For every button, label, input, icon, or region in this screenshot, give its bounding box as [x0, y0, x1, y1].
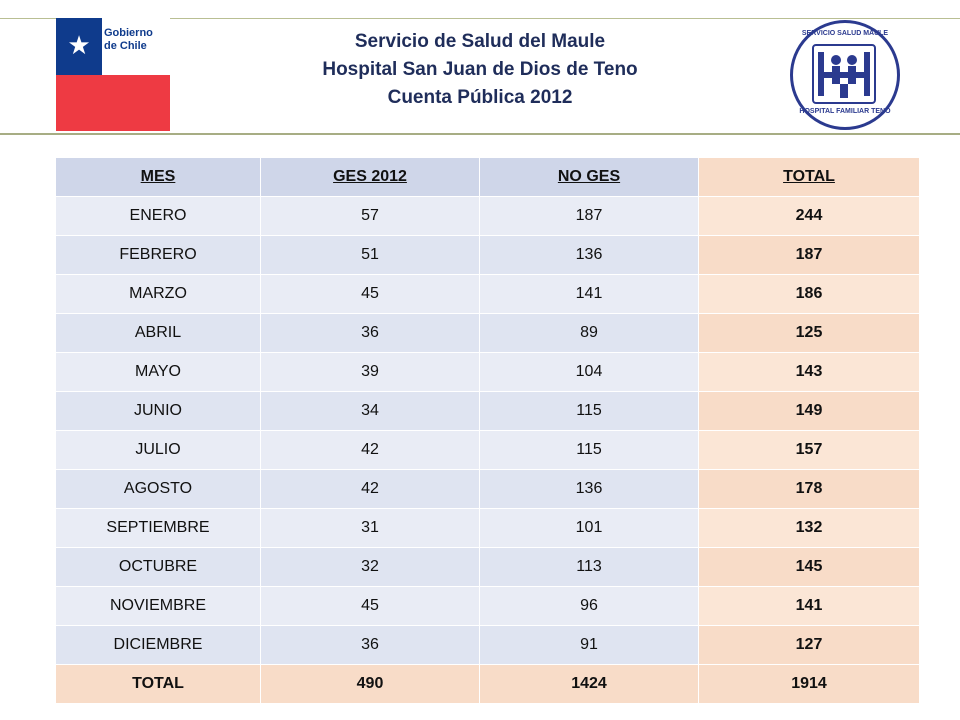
cell-total: 149	[699, 392, 920, 431]
cell-total: 127	[699, 626, 920, 665]
total-no-ges: 1424	[480, 665, 699, 704]
table-row: SEPTIEMBRE 31 101 132	[56, 509, 920, 548]
cell-mes: OCTUBRE	[56, 548, 261, 587]
header-band	[0, 18, 960, 135]
table-row: FEBRERO 51 136 187	[56, 236, 920, 275]
family-icon	[812, 44, 876, 104]
data-table: MES GES 2012 NO GES TOTAL ENERO 57 187 2…	[56, 158, 920, 704]
title-line-3: Cuenta Pública 2012	[387, 87, 573, 108]
cell-mes: FEBRERO	[56, 236, 261, 275]
title-line-1: Servicio de Salud del Maule	[354, 31, 606, 52]
cell-total: 187	[699, 236, 920, 275]
cell-no-ges: 89	[480, 314, 699, 353]
cell-no-ges: 187	[480, 197, 699, 236]
hospital-seal-logo: SERVICIO SALUD MAULE HOSPITAL FAMILIAR T…	[790, 20, 900, 130]
table-row: ABRIL 36 89 125	[56, 314, 920, 353]
page-title: Servicio de Salud del Maule Hospital San…	[230, 28, 730, 112]
cell-ges: 36	[261, 314, 480, 353]
cell-mes: JULIO	[56, 431, 261, 470]
table-row: ENERO 57 187 244	[56, 197, 920, 236]
total-total: 1914	[699, 665, 920, 704]
cell-mes: DICIEMBRE	[56, 626, 261, 665]
table-row: AGOSTO 42 136 178	[56, 470, 920, 509]
table-row: NOVIEMBRE 45 96 141	[56, 587, 920, 626]
cell-total: 178	[699, 470, 920, 509]
cell-ges: 36	[261, 626, 480, 665]
cell-total: 145	[699, 548, 920, 587]
table-row: JUNIO 34 115 149	[56, 392, 920, 431]
cell-ges: 51	[261, 236, 480, 275]
total-ges: 490	[261, 665, 480, 704]
cell-ges: 45	[261, 275, 480, 314]
seal-top-text: SERVICIO SALUD MAULE	[801, 30, 889, 37]
gov-logo-text: Gobierno de Chile	[104, 27, 153, 52]
cell-ges: 31	[261, 509, 480, 548]
table-row: DICIEMBRE 36 91 127	[56, 626, 920, 665]
cell-total: 125	[699, 314, 920, 353]
cell-ges: 42	[261, 431, 480, 470]
table-header-row: MES GES 2012 NO GES TOTAL	[56, 158, 920, 197]
table-row: OCTUBRE 32 113 145	[56, 548, 920, 587]
title-line-2: Hospital San Juan de Dios de Teno	[322, 59, 638, 80]
cell-no-ges: 115	[480, 392, 699, 431]
header-no-ges: NO GES	[480, 158, 699, 197]
header-ges-2012: GES 2012	[261, 158, 480, 197]
cell-no-ges: 104	[480, 353, 699, 392]
table-row: JULIO 42 115 157	[56, 431, 920, 470]
cell-total: 143	[699, 353, 920, 392]
cell-ges: 45	[261, 587, 480, 626]
cell-mes: NOVIEMBRE	[56, 587, 261, 626]
header-mes: MES	[56, 158, 261, 197]
cell-ges: 34	[261, 392, 480, 431]
cell-no-ges: 96	[480, 587, 699, 626]
cell-mes: SEPTIEMBRE	[56, 509, 261, 548]
cell-total: 132	[699, 509, 920, 548]
header-total: TOTAL	[699, 158, 920, 197]
cell-mes: AGOSTO	[56, 470, 261, 509]
table-row: MAYO 39 104 143	[56, 353, 920, 392]
table-total-row: TOTAL 490 1424 1914	[56, 665, 920, 704]
cell-no-ges: 136	[480, 470, 699, 509]
cell-mes: JUNIO	[56, 392, 261, 431]
cell-total: 141	[699, 587, 920, 626]
cell-ges: 39	[261, 353, 480, 392]
gobierno-de-chile-logo: ★ Gobierno de Chile	[56, 18, 170, 131]
cell-no-ges: 136	[480, 236, 699, 275]
cell-ges: 57	[261, 197, 480, 236]
cell-no-ges: 141	[480, 275, 699, 314]
cell-total: 244	[699, 197, 920, 236]
cell-mes: ENERO	[56, 197, 261, 236]
cell-ges: 42	[261, 470, 480, 509]
cell-no-ges: 115	[480, 431, 699, 470]
coat-of-arms-icon: ★	[67, 30, 91, 60]
cell-no-ges: 101	[480, 509, 699, 548]
total-label: TOTAL	[56, 665, 261, 704]
cell-no-ges: 113	[480, 548, 699, 587]
cell-mes: ABRIL	[56, 314, 261, 353]
cell-ges: 32	[261, 548, 480, 587]
cell-mes: MARZO	[56, 275, 261, 314]
seal-bottom-text: HOSPITAL FAMILIAR TENO	[799, 108, 891, 115]
ges-table: MES GES 2012 NO GES TOTAL ENERO 57 187 2…	[56, 158, 920, 704]
cell-total: 157	[699, 431, 920, 470]
cell-total: 186	[699, 275, 920, 314]
table-body: ENERO 57 187 244 FEBRERO 51 136 187 MARZ…	[56, 197, 920, 704]
cell-mes: MAYO	[56, 353, 261, 392]
table-row: MARZO 45 141 186	[56, 275, 920, 314]
cell-no-ges: 91	[480, 626, 699, 665]
